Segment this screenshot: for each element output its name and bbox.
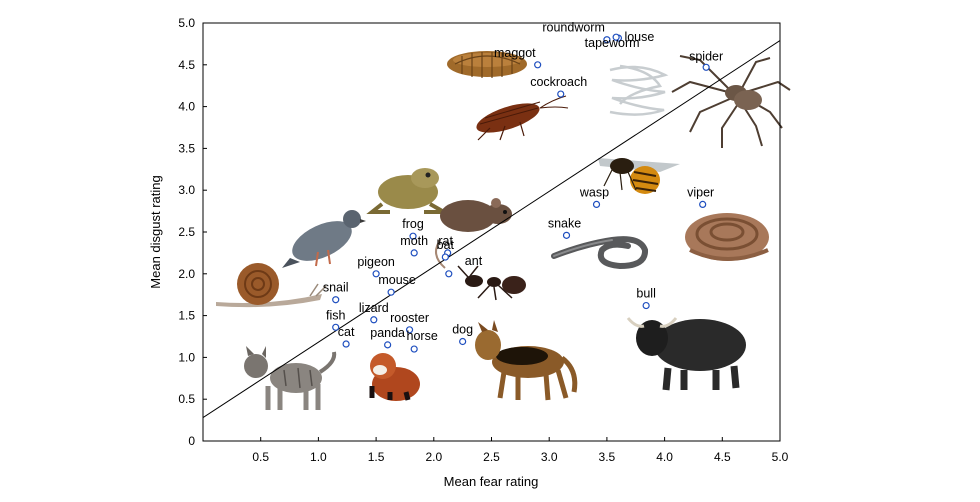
x-tick-label: 0.5 <box>252 450 269 464</box>
point-label-cat: cat <box>338 325 355 339</box>
data-point-maggot <box>534 61 542 69</box>
data-point-cockroach <box>557 90 565 98</box>
data-point-dog <box>459 337 467 346</box>
data-point-mouse <box>387 288 395 296</box>
point-label-snake: snake <box>548 216 581 230</box>
point-label-frog: frog <box>402 217 424 231</box>
tapeworm-image <box>609 64 669 116</box>
y-tick-label: 5.0 <box>178 16 195 30</box>
pigeon-image <box>282 210 366 268</box>
data-point-lizard <box>370 316 378 324</box>
point-label-rat: rat <box>438 234 453 248</box>
x-tick-label: 3.0 <box>541 450 558 464</box>
x-tick-label: 1.5 <box>368 450 385 464</box>
point-label-fish: fish <box>326 308 346 322</box>
cat-image <box>244 346 337 410</box>
cockroach-image <box>476 95 569 141</box>
y-tick-label: 0 <box>188 434 195 448</box>
y-tick-label: 1.5 <box>178 309 195 323</box>
data-point-fish <box>332 323 340 331</box>
data-point-spider <box>702 63 710 71</box>
animal-images <box>216 51 791 410</box>
point-label-mouse: mouse <box>378 273 416 287</box>
frog-image <box>366 168 452 214</box>
spider-image <box>671 55 791 148</box>
x-axis-title: Mean fear rating <box>444 474 539 489</box>
data-point-bull <box>642 301 650 310</box>
y-tick-label: 2.5 <box>178 225 195 239</box>
panda-image <box>369 353 420 401</box>
snake-image <box>551 236 648 270</box>
y-axis-ticks: 0 0.5 1.0 1.5 2.0 2.5 3.0 3.5 4.0 4.5 5.0 <box>178 16 207 448</box>
x-tick-label: 4.5 <box>714 450 731 464</box>
point-label-snail: snail <box>323 281 349 295</box>
x-tick-label: 5.0 <box>772 450 789 464</box>
x-tick-label: 2.0 <box>425 450 442 464</box>
point-label-panda: panda <box>370 326 405 340</box>
y-tick-label: 4.5 <box>178 58 195 72</box>
bull-image <box>626 317 746 391</box>
data-point-rooster <box>405 326 414 334</box>
point-label-lizard: lizard <box>359 301 389 315</box>
x-axis-ticks: 0.5 1.0 1.5 2.0 2.5 3.0 3.5 4.0 4.5 5.0 <box>252 437 789 464</box>
point-label-viper: viper <box>687 185 714 199</box>
data-point-roundworm <box>603 36 611 44</box>
maggot-image <box>447 51 527 78</box>
x-tick-label: 3.5 <box>599 450 616 464</box>
rat-image <box>435 198 512 269</box>
point-label-spider: spider <box>689 49 723 63</box>
wasp-image <box>598 158 680 194</box>
point-label-tapeworm: tapeworm <box>585 36 640 50</box>
point-label-roundworm: roundworm <box>542 21 605 35</box>
y-tick-label: 4.0 <box>178 100 195 114</box>
y-tick-label: 0.5 <box>178 392 195 406</box>
ant-image <box>457 265 526 301</box>
data-point-snake <box>562 231 571 239</box>
data-point-moth <box>410 249 418 257</box>
viper-image <box>685 213 769 261</box>
data-point-panda <box>384 341 392 349</box>
data-point-horse <box>410 345 418 353</box>
point-label-wasp: wasp <box>579 185 609 199</box>
point-label-ant: ant <box>465 254 483 268</box>
y-tick-label: 3.5 <box>178 141 195 155</box>
snail-image <box>216 263 327 308</box>
y-axis-title: Mean disgust rating <box>148 175 163 288</box>
point-label-bull: bull <box>636 287 655 301</box>
data-point-wasp <box>592 200 601 209</box>
point-label-moth: moth <box>400 234 428 248</box>
y-tick-label: 1.0 <box>178 350 195 364</box>
point-label-louse: louse <box>624 30 654 44</box>
data-point-bat <box>441 253 449 261</box>
point-label-maggot: maggot <box>494 46 536 60</box>
point-label-rooster: rooster <box>390 311 429 325</box>
x-tick-label: 4.0 <box>656 450 673 464</box>
data-point-viper <box>699 200 707 209</box>
data-point-cat <box>342 340 350 348</box>
x-tick-label: 2.5 <box>483 450 500 464</box>
point-label-pigeon: pigeon <box>357 255 395 269</box>
point-label-cockroach: cockroach <box>530 75 587 89</box>
data-point-ant <box>445 270 453 278</box>
point-label-bat: bat <box>437 238 455 252</box>
y-tick-label: 3.0 <box>178 183 195 197</box>
fit-line <box>203 40 780 419</box>
dog-image <box>475 320 578 401</box>
x-tick-label: 1.0 <box>310 450 327 464</box>
point-label-horse: horse <box>407 329 438 343</box>
point-label-dog: dog <box>452 323 473 337</box>
data-point-frog <box>409 232 417 240</box>
y-tick-label: 2.0 <box>178 267 195 281</box>
data-point-tapeworm <box>612 33 620 41</box>
data-point-snail <box>332 296 340 304</box>
data-point-pigeon <box>372 270 380 278</box>
